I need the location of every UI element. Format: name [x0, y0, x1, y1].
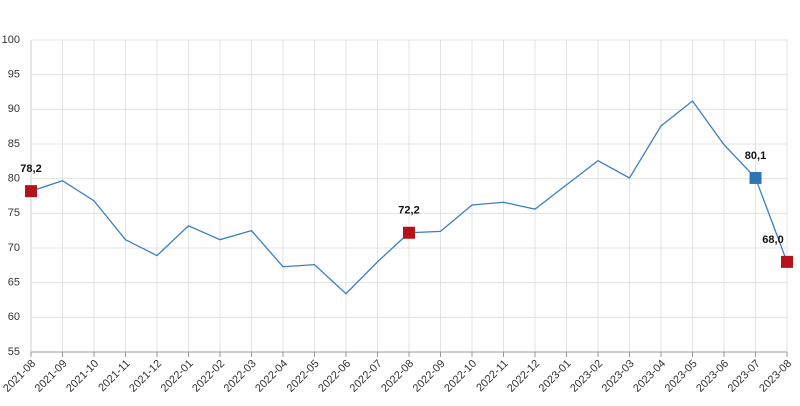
x-tick-label: 2022-04: [253, 358, 290, 395]
x-tick-label: 2022-05: [285, 358, 322, 395]
x-tick-label: 2023-03: [600, 358, 637, 395]
x-tick-label: 2023-01: [537, 358, 574, 395]
highlight-marker: [749, 171, 762, 184]
x-tick-label: 2023-07: [726, 358, 763, 395]
y-tick-label: 80: [8, 173, 20, 185]
x-tick-label: 2022-03: [222, 358, 259, 395]
y-tick-label: 85: [8, 138, 20, 150]
x-tick-label: 2021-11: [96, 358, 132, 394]
x-tick-label: 2022-01: [159, 358, 196, 395]
x-tick-label: 2021-10: [64, 358, 101, 395]
x-tick-label: 2022-09: [411, 358, 448, 395]
x-tick-label: 2022-11: [474, 358, 510, 394]
y-tick-label: 100: [2, 34, 20, 46]
value-label: 78,2: [20, 163, 41, 175]
x-tick-label: 2021-08: [1, 358, 38, 395]
x-tick-label: 2023-04: [631, 358, 668, 395]
highlight-marker: [25, 185, 37, 198]
x-tick-label: 2022-06: [316, 358, 353, 395]
value-label: 72,2: [398, 205, 419, 217]
y-tick-label: 90: [8, 103, 20, 115]
value-label: 80,1: [745, 150, 766, 162]
x-tick-label: 2023-08: [757, 358, 794, 395]
y-tick-label: 65: [8, 277, 20, 289]
x-tick-label: 2022-02: [190, 358, 227, 395]
y-tick-label: 60: [8, 311, 20, 323]
x-tick-label: 2023-05: [663, 358, 700, 395]
x-tick-label: 2022-08: [379, 358, 416, 395]
y-tick-label: 55: [8, 346, 20, 358]
x-tick-label: 2023-02: [568, 358, 605, 395]
value-label: 68,0: [762, 234, 783, 246]
x-tick-label: 2023-06: [694, 358, 731, 395]
y-tick-label: 95: [8, 69, 20, 81]
x-tick-label: 2022-10: [442, 358, 479, 395]
y-tick-label: 75: [8, 207, 20, 219]
x-tick-label: 2022-07: [348, 358, 385, 395]
y-tick-label: 70: [8, 242, 20, 254]
x-tick-label: 2021-09: [33, 358, 70, 395]
highlight-marker: [403, 226, 415, 239]
x-tick-label: 2021-12: [127, 358, 164, 395]
highlight-marker: [781, 255, 793, 268]
x-tick-label: 2022-12: [505, 358, 542, 395]
